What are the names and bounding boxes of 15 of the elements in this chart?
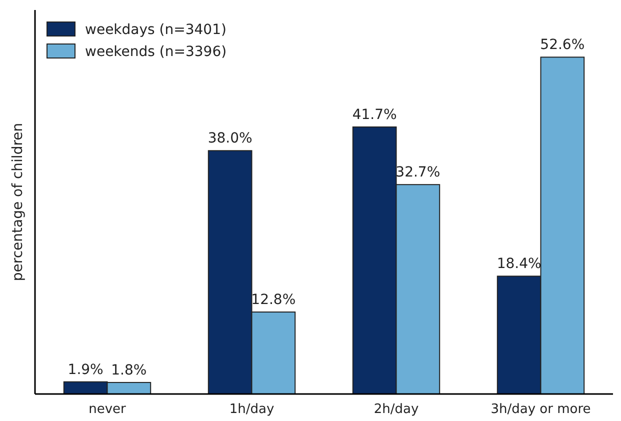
legend-label: weekdays (n=3401) [85, 22, 226, 38]
data-label: 32.7% [396, 164, 440, 181]
legend-label: weekends (n=3396) [85, 44, 227, 60]
data-label: 18.4% [496, 256, 542, 272]
data-label: 1.8% [111, 362, 147, 378]
data-label: 41.7% [352, 106, 397, 123]
x-tick-label: 3h/day or more [490, 402, 591, 418]
y-axis-title: percentage of children [10, 122, 26, 282]
data-label: 52.6% [540, 37, 585, 54]
x-tick-label: 1h/day [229, 402, 274, 418]
data-label: 1.9% [68, 362, 104, 378]
x-tick-label: never [88, 402, 127, 418]
x-tick-label: 2h/day [374, 402, 419, 418]
data-label: 12.8% [251, 292, 296, 308]
data-label: 38.0% [208, 130, 252, 147]
